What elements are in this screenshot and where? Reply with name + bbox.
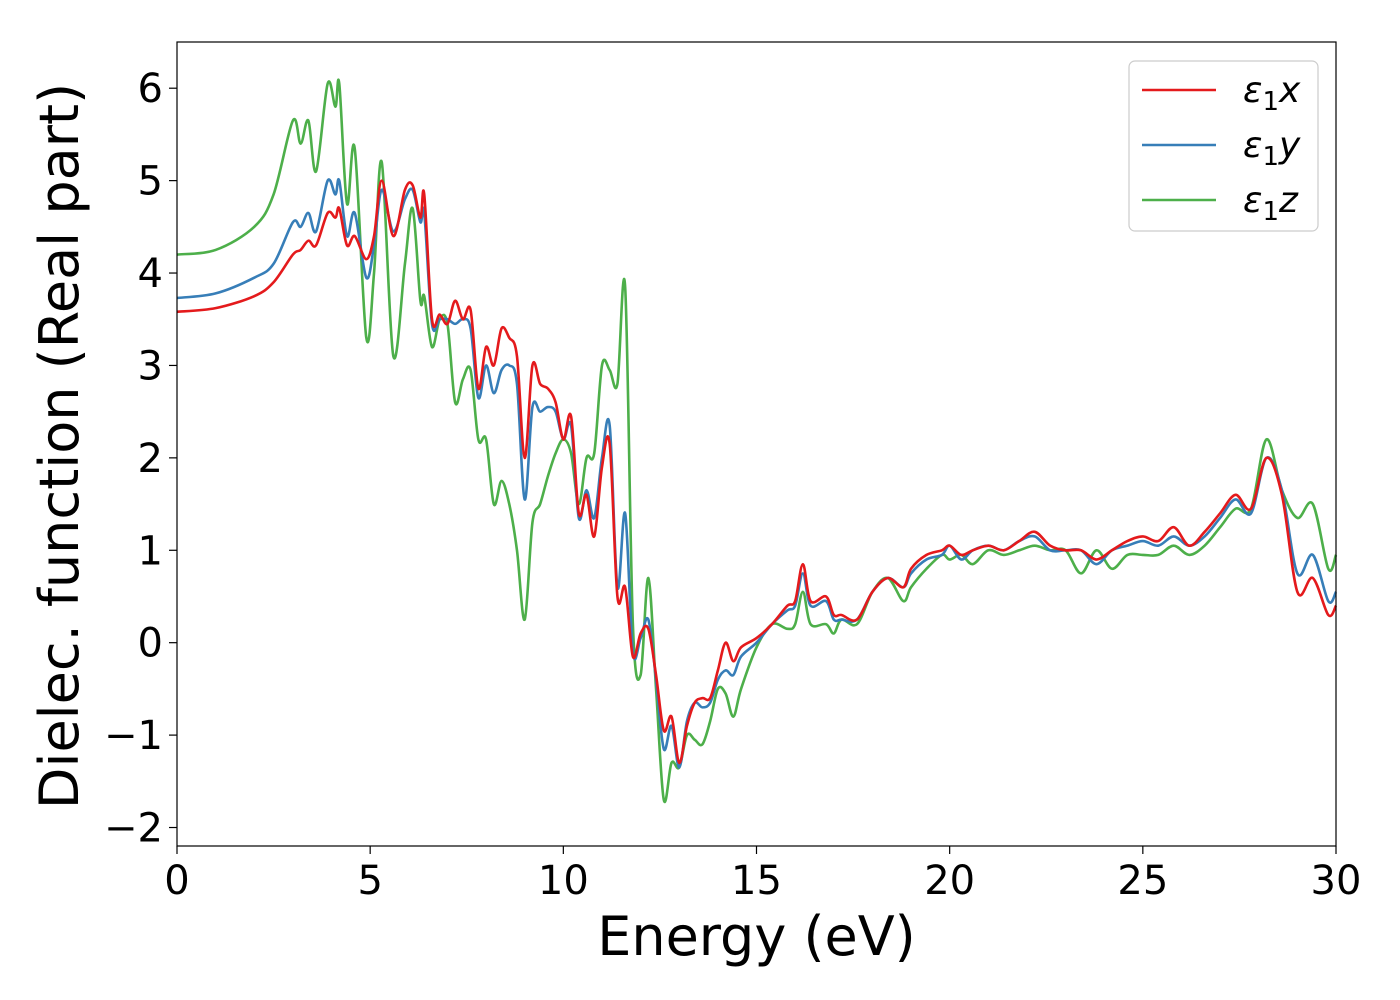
series-line-x <box>176 179 1338 765</box>
legend: ε1x ε1y ε1z <box>1128 60 1319 232</box>
y-tick-label: 4 <box>138 251 163 297</box>
plot-lines <box>176 78 1338 804</box>
x-tick-label: 15 <box>731 858 782 904</box>
x-axis-label: Energy (eV) <box>597 905 916 968</box>
y-tick-label: 1 <box>138 528 163 574</box>
x-tick-label: 5 <box>357 858 382 904</box>
legend-box <box>1128 60 1319 232</box>
x-tick-label: 20 <box>924 858 975 904</box>
y-tick-label: 2 <box>138 436 163 482</box>
legend-label-z: ε1z <box>1243 180 1299 227</box>
legend-label-y: ε1y <box>1243 125 1301 172</box>
y-axis-label: Dielec. function (Real part) <box>28 83 91 809</box>
y-tick-label: −2 <box>104 806 163 852</box>
y-tick-label: 0 <box>138 621 163 667</box>
y-axis-ticks: −2 −1 0 1 2 3 4 5 6 <box>104 66 177 852</box>
x-axis-ticks: 0 5 10 15 20 25 30 <box>164 846 1361 904</box>
x-tick-label: 25 <box>1117 858 1168 904</box>
legend-label-x: ε1x <box>1243 70 1301 117</box>
x-tick-label: 30 <box>1311 858 1362 904</box>
x-tick-label: 0 <box>164 858 189 904</box>
y-tick-label: 6 <box>138 66 163 112</box>
y-tick-label: −1 <box>104 713 163 759</box>
x-tick-label: 10 <box>538 858 589 904</box>
y-tick-label: 3 <box>138 343 163 389</box>
y-tick-label: 5 <box>138 159 163 205</box>
